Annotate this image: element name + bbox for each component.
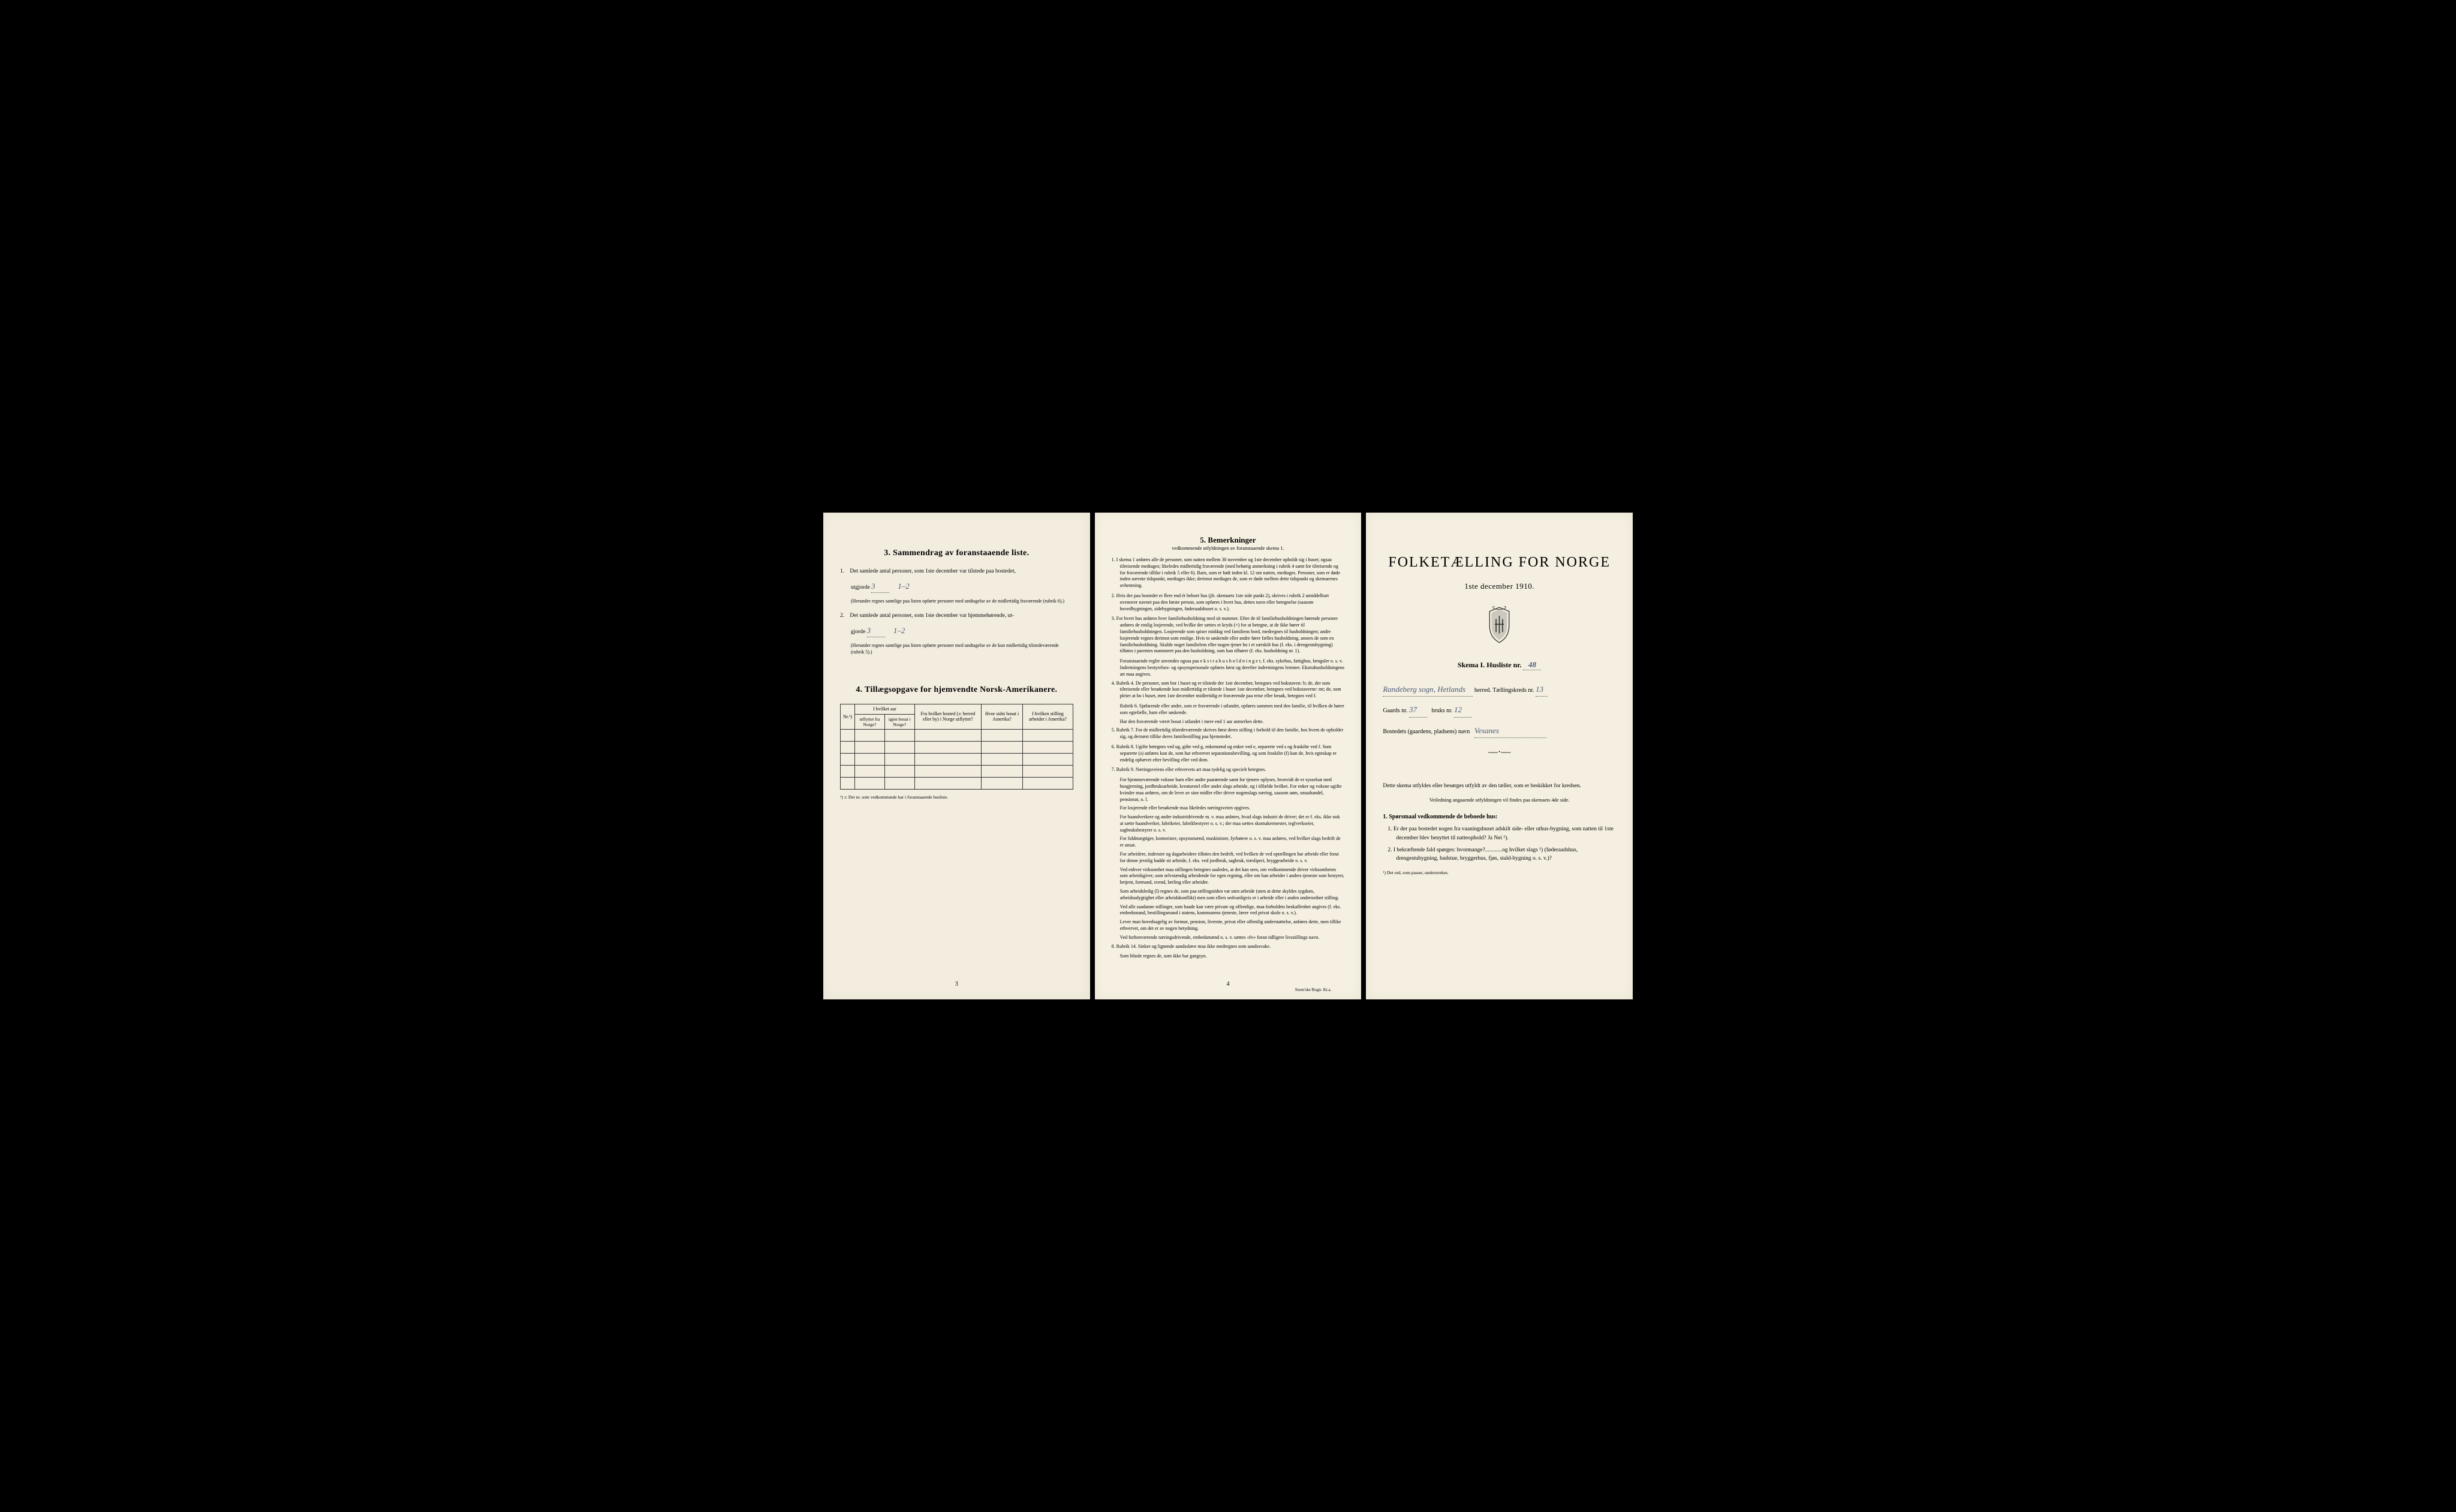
section-4-title: 4. Tillægsopgave for hjemvendte Norsk-Am…: [840, 685, 1073, 695]
section-3-title: 3. Sammendrag av foranstaaende liste.: [840, 549, 1073, 558]
item-1-note: (Herunder regnes samtlige paa listen opf…: [851, 598, 1073, 604]
remark-3-text: For hvert hus anføres hver familiehushol…: [1116, 616, 1338, 653]
kreds-value: 13: [1536, 682, 1548, 697]
question-2: 2. I bekræftende fald spørges: hvormange…: [1383, 846, 1616, 863]
remark-7-sub-j: Ved forhenværende næringsdrivende, embed…: [1112, 935, 1345, 941]
th-bosat: igjen bosat i Norge?: [884, 714, 914, 729]
bruks-value: 12: [1454, 703, 1472, 717]
page-number-3: 3: [955, 981, 958, 987]
table-row: [841, 777, 1073, 789]
remark-7-sub-g: Som arbeidsledig (l) regnes de, som paa …: [1112, 888, 1345, 902]
body-text: Dette skema utfyldes eller besørges utfy…: [1383, 782, 1616, 791]
remark-8-sub: Som blinde regnes de, som ikke har gangs…: [1112, 953, 1345, 960]
table-footnote: ¹) ɔ: Det nr. som vedkommende har i fora…: [840, 794, 1073, 800]
remark-6: 6. Rubrik 8. Ugifte betegnes ved ug, gif…: [1112, 744, 1345, 763]
remark-7-sub-d: For fuldmægtiger, kontorister, opsynsmæn…: [1112, 836, 1345, 849]
item-1-value-a: 3: [871, 580, 889, 593]
separator: —·—: [1383, 747, 1616, 758]
item-2-label: gjorde: [851, 629, 865, 635]
th-aar: I hvilket aar: [855, 704, 915, 715]
table-row: [841, 753, 1073, 765]
skema-label: Skema I. Husliste nr.: [1458, 661, 1522, 669]
remark-8: 8. Rubrik 14. Sinker og lignende aandssl…: [1112, 944, 1345, 950]
item-2-value-a: 3: [867, 625, 885, 637]
remark-4-text: Rubrik 4. De personer, som bor i huset o…: [1116, 680, 1341, 699]
remark-2-text: Hvis der paa bostedet er flere end ét be…: [1116, 593, 1329, 612]
remark-7-sub-c: For haandverkere og andre industridriven…: [1112, 814, 1345, 833]
remark-7-text: Rubrik 9. Næringsveiens eller erhvervets…: [1116, 767, 1266, 772]
herred-value: Randeberg sogn, Hetlands: [1383, 682, 1473, 697]
skema-value: 48: [1523, 660, 1541, 670]
gaards-label: Gaards nr.: [1383, 707, 1407, 714]
remark-5-text: Rubrik 7. For de midlertidig tilstedevær…: [1116, 727, 1344, 739]
remark-3: 3. For hvert hus anføres hver familiehus…: [1112, 616, 1345, 655]
herred-suffix: herred. Tællingskreds nr.: [1474, 687, 1534, 694]
question-2-text: I bekræftende fald spørges: hvormange?..…: [1393, 847, 1578, 862]
page-left: 3. Sammendrag av foranstaaende liste. 1.…: [823, 513, 1090, 999]
bosted-line: Bostedets (gaardens, pladsens) navn Vesa…: [1383, 724, 1616, 738]
th-amerika: Hvor sidst bosat i Amerika?: [981, 704, 1022, 730]
p3-footnote: ¹) Det ord, som passer, understrekes.: [1383, 870, 1616, 875]
bruks-label: bruks nr.: [1431, 707, 1452, 714]
item-1-fill: utgjorde 3 1–2: [851, 580, 1073, 593]
herred-line: Randeberg sogn, Hetlands herred. Tælling…: [1383, 682, 1616, 697]
remark-4-sub-b: Har den fraværende været bosat i utlande…: [1112, 719, 1345, 725]
item-2-text: Det samlede antal personer, som 1ste dec…: [850, 613, 1014, 619]
census-date: 1ste december 1910.: [1383, 582, 1616, 591]
coat-of-arms: [1383, 606, 1616, 648]
item-1-text: Det samlede antal personer, som 1ste dec…: [850, 568, 1016, 574]
remark-1-text: I skema 1 anføres alle de personer, som …: [1116, 557, 1340, 588]
table-row: [841, 741, 1073, 753]
item-1-label: utgjorde: [851, 585, 870, 591]
th-stilling: I hvilken stilling arbeidet i Amerika?: [1023, 704, 1073, 730]
remark-8-text: Rubrik 14. Sinker og lignende aandssløve…: [1116, 944, 1271, 949]
remark-4: 4. Rubrik 4. De personer, som bor i huse…: [1112, 680, 1345, 700]
crest-icon: [1483, 606, 1516, 645]
remark-7-sub-b: For losjerende eller besøkende maa likel…: [1112, 805, 1345, 812]
th-bosted: Fra hvilket bosted (ɔ: herred eller by) …: [914, 704, 981, 730]
th-nr: Nr.¹): [841, 704, 855, 730]
remark-1: 1. I skema 1 anføres alle de personer, s…: [1112, 557, 1345, 589]
item-2: 2. Det samlede antal personer, som 1ste …: [840, 612, 1073, 620]
question-1-text: Er der paa bostedet nogen fra vaaningshu…: [1393, 826, 1614, 841]
table-row: [841, 765, 1073, 777]
page-right: FOLKETÆLLING FOR NORGE 1ste december 191…: [1366, 513, 1633, 999]
bosted-value: Vesanes: [1474, 724, 1546, 738]
item-1-value-b: 1–2: [898, 582, 910, 591]
remark-7-sub-f: Ved enhver virksomhet maa stillingen bet…: [1112, 867, 1345, 886]
item-2-value-b: 1–2: [893, 626, 905, 635]
item-1: 1. Det samlede antal personer, som 1ste …: [840, 567, 1073, 576]
remark-7-sub-h: Ved alle saadanne stillinger, som baade …: [1112, 904, 1345, 917]
remark-7-sub-i: Lever man hovedsagelig av formue, pensio…: [1112, 919, 1345, 932]
page-center: 5. Bemerkninger vedkommende utfyldningen…: [1095, 513, 1362, 999]
document-triptych: 3. Sammendrag av foranstaaende liste. 1.…: [808, 498, 1648, 1014]
gaards-value: 37: [1409, 703, 1427, 717]
item-2-fill: gjorde 3 1–2: [851, 625, 1073, 637]
remark-5: 5. Rubrik 7. For de midlertidig tilstede…: [1112, 727, 1345, 740]
remark-3-sub: Foranstaaende regler anvendes ogsaa paa …: [1112, 658, 1345, 677]
table-4: Nr.¹) I hvilket aar Fra hvilket bosted (…: [840, 704, 1073, 790]
printer-mark: Steen'ske Bogtr. Kr.a.: [1295, 987, 1332, 992]
gaards-line: Gaards nr. 37 bruks nr. 12: [1383, 703, 1616, 717]
instruction: Veiledning angaaende utfyldningen vil fi…: [1383, 797, 1616, 803]
remark-7: 7. Rubrik 9. Næringsveiens eller erhverv…: [1112, 767, 1345, 773]
remark-7-sub-e: For arbeidere, inderster og dagarbeidere…: [1112, 851, 1345, 865]
remark-4-sub-a: Rubrik 6. Sjøfarende eller andre, som er…: [1112, 703, 1345, 716]
bosted-label: Bostedets (gaardens, pladsens) navn: [1383, 728, 1470, 735]
item-2-num: 2.: [840, 612, 848, 620]
question-1: 1. Er der paa bostedet nogen fra vaaning…: [1383, 825, 1616, 842]
skema-line: Skema I. Husliste nr. 48: [1383, 660, 1616, 670]
remark-7-sub-a: For hjemmeværende voksne barn eller andr…: [1112, 777, 1345, 803]
item-2-note: (Herunder regnes samtlige paa listen opf…: [851, 642, 1073, 655]
page-number-4: 4: [1227, 981, 1230, 987]
section-5-title: 5. Bemerkninger: [1112, 535, 1345, 545]
question-header: 1. Spørsmaal vedkommende de beboede hus:: [1383, 814, 1616, 820]
item-1-num: 1.: [840, 567, 848, 576]
remark-6-text: Rubrik 8. Ugifte betegnes ved ug, gifte …: [1116, 744, 1337, 763]
section-5-subtitle: vedkommende utfyldningen av foranstaaend…: [1112, 545, 1345, 551]
remark-2: 2. Hvis der paa bostedet er flere end ét…: [1112, 593, 1345, 612]
th-utflyttet: utflyttet fra Norge?: [855, 714, 885, 729]
census-title: FOLKETÆLLING FOR NORGE: [1383, 555, 1616, 571]
table-row: [841, 729, 1073, 741]
